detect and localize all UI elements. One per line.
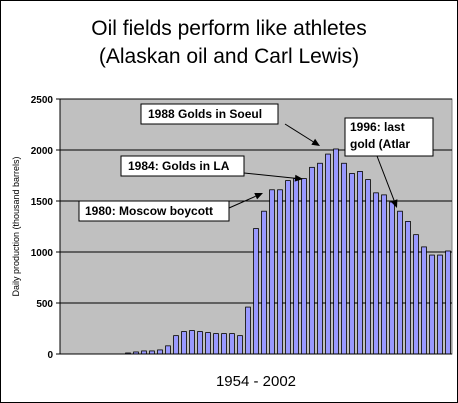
annotation-1980-arrowhead bbox=[254, 193, 263, 200]
bar-1985 bbox=[309, 166, 315, 355]
y-tick-label-1000: 1000 bbox=[31, 248, 54, 259]
bar-1968 bbox=[173, 335, 179, 355]
bar-1993 bbox=[373, 192, 379, 355]
bar-1984 bbox=[301, 178, 307, 355]
bar-1989 bbox=[341, 162, 347, 355]
y-tick-label-1500: 1500 bbox=[31, 197, 54, 208]
bar-1983 bbox=[293, 178, 299, 355]
annotation-1980-text: 1980: Moscow boycott bbox=[85, 204, 213, 218]
annotation-1988-text: 1988 Golds in Soeul bbox=[148, 107, 262, 121]
annotation-1996-arrowhead bbox=[390, 199, 398, 208]
bar-1967 bbox=[165, 345, 171, 355]
annotation-1988-arrowhead bbox=[311, 138, 320, 146]
annotation-1980: 1980: Moscow boycott bbox=[78, 193, 263, 222]
annotation-1980-box bbox=[78, 200, 230, 222]
annotation-1984-text: 1984: Golds in LA bbox=[128, 159, 230, 173]
annotation-1980-arrow bbox=[228, 195, 256, 209]
bar-1988 bbox=[333, 148, 339, 355]
annotation-1984-arrow bbox=[243, 172, 296, 179]
bar-1999 bbox=[421, 246, 427, 355]
y-tick-label-2500: 2500 bbox=[31, 95, 54, 106]
annotation-1996: 1996: last gold (Atlar bbox=[344, 117, 434, 208]
bar-1966 bbox=[157, 349, 163, 355]
annotation-1996-text-line-2: gold (Atlar bbox=[350, 137, 410, 151]
bar-2002 bbox=[445, 250, 451, 355]
bar-1991 bbox=[357, 171, 363, 355]
bar-1972 bbox=[205, 332, 211, 355]
bar-1998 bbox=[413, 234, 419, 355]
annotation-1988-box bbox=[140, 103, 279, 125]
y-tick-label-0: 0 bbox=[47, 350, 53, 361]
chart-title-line-1: Oil fields perform like athletes bbox=[91, 17, 366, 40]
bar-1975 bbox=[229, 333, 235, 355]
bar-1980 bbox=[269, 189, 275, 355]
bar-2000 bbox=[429, 254, 435, 355]
bar-1981 bbox=[277, 189, 283, 355]
bar-1997 bbox=[405, 220, 411, 355]
annotation-1984: 1984: Golds in LA bbox=[120, 155, 303, 182]
bar-1979 bbox=[261, 210, 267, 355]
bar-1994 bbox=[381, 194, 387, 355]
bar-1977 bbox=[245, 306, 251, 355]
bar-1976 bbox=[237, 335, 243, 355]
bar-1969 bbox=[181, 331, 187, 355]
x-axis-label: 1954 - 2002 bbox=[216, 373, 296, 390]
bar-1996 bbox=[397, 210, 403, 355]
y-axis-label: Daily production (thousand barrels) bbox=[11, 156, 21, 296]
annotation-1988-arrow bbox=[284, 123, 314, 143]
bar-1970 bbox=[189, 330, 195, 355]
bar-1992 bbox=[365, 179, 371, 355]
bar-2001 bbox=[437, 254, 443, 355]
y-tick-label-2000: 2000 bbox=[31, 146, 54, 157]
annotation-1984-arrowhead bbox=[294, 174, 303, 182]
bar-1987 bbox=[325, 153, 331, 355]
y-axis-tick-labels: 0 500 1000 1500 2000 2500 bbox=[31, 95, 60, 361]
bar-1986 bbox=[317, 162, 323, 355]
annotation-1984-box bbox=[120, 155, 245, 177]
bar-1974 bbox=[221, 333, 227, 355]
bar-1982 bbox=[285, 180, 291, 355]
annotation-1996-arrow bbox=[376, 155, 395, 201]
annotations: 1988 Golds in Soeul 1984: Golds in LA 19… bbox=[78, 103, 434, 222]
y-tick-label-500: 500 bbox=[36, 299, 53, 310]
annotation-1996-text-line-1: 1996: last bbox=[350, 120, 405, 134]
bar-1971 bbox=[197, 331, 203, 355]
chart-title-line-2: (Alaskan oil and Carl Lewis) bbox=[99, 45, 359, 68]
bar-1973 bbox=[213, 333, 219, 355]
bar-1978 bbox=[253, 228, 259, 355]
bar-1990 bbox=[349, 173, 355, 355]
annotation-1988: 1988 Golds in Soeul bbox=[140, 103, 320, 146]
bar-1995 bbox=[389, 201, 395, 355]
annotation-1996-box bbox=[344, 117, 434, 157]
